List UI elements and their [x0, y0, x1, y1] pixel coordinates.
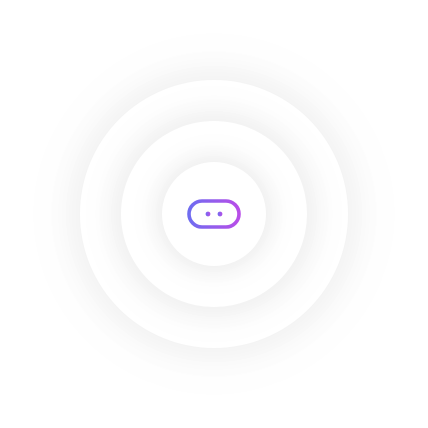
logo-left-eye	[205, 211, 211, 217]
logo-icon	[187, 199, 241, 229]
logo-capsule-outline	[187, 199, 241, 229]
inner-glow-ring	[162, 162, 266, 266]
logo-right-eye	[217, 211, 223, 217]
